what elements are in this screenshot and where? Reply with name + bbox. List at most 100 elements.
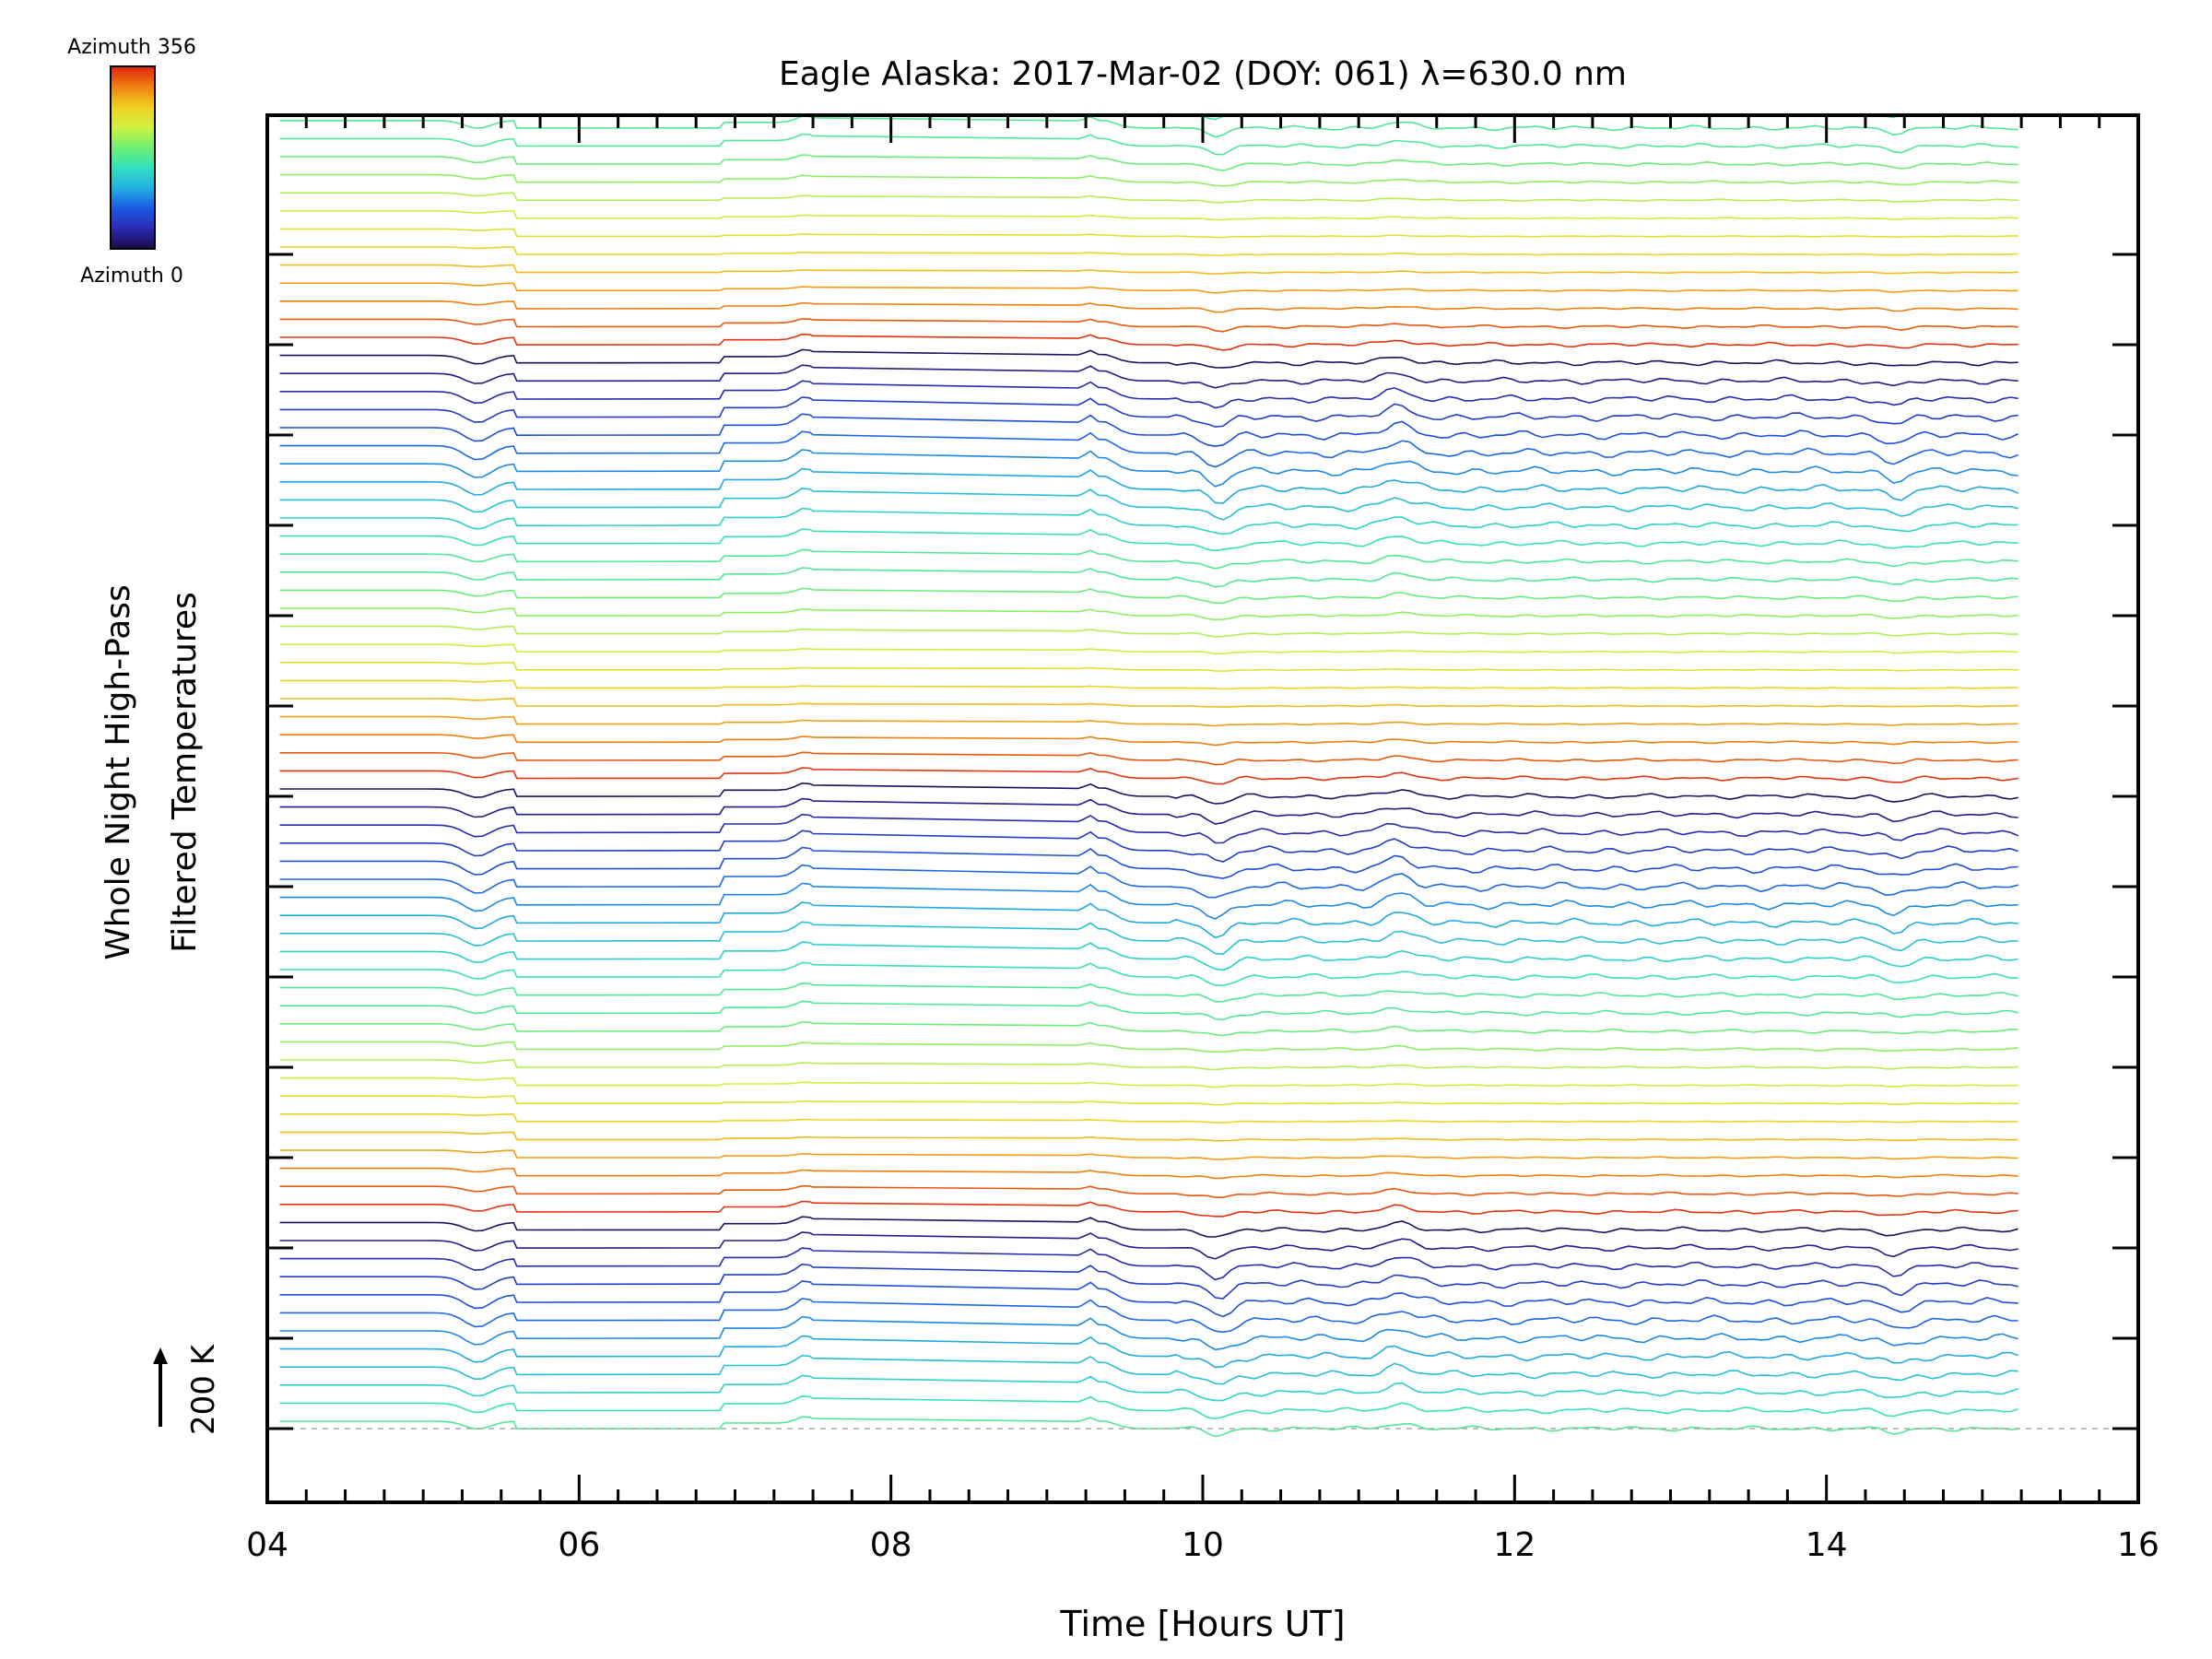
trace-line xyxy=(279,567,2018,588)
trace-line xyxy=(279,941,2018,971)
trace-line xyxy=(279,1335,2018,1369)
trace-line xyxy=(279,507,2018,535)
trace-line xyxy=(279,751,2018,766)
trace-line xyxy=(279,1354,2018,1385)
trace-line xyxy=(279,1112,2018,1124)
x-tick-label: 14 xyxy=(1806,1526,1848,1564)
trace-line xyxy=(279,1231,2018,1260)
trace-line xyxy=(279,246,2018,256)
trace-line xyxy=(279,228,2018,239)
trace-line xyxy=(279,1263,2018,1300)
chart-title: Eagle Alaska: 2017-Mar-02 (DOY: 061) λ=6… xyxy=(779,55,1627,93)
trace-line xyxy=(279,715,2018,727)
colorbar-bottom-label: Azimuth 0 xyxy=(80,265,183,288)
trace-line xyxy=(279,734,2018,747)
trace-line xyxy=(279,133,2018,156)
trace-line xyxy=(279,961,2018,986)
trace-line xyxy=(279,396,2018,428)
trace-line xyxy=(279,467,2019,504)
scale-bar-label: 200 K xyxy=(185,1343,222,1435)
plot-frame xyxy=(265,113,2140,1504)
trace-line xyxy=(279,1247,2018,1281)
colorbar-top-label: Azimuth 356 xyxy=(67,36,196,59)
trace-line xyxy=(279,1374,2018,1402)
trace-line xyxy=(279,782,2018,805)
trace-line xyxy=(279,830,2018,863)
trace-line xyxy=(279,318,2018,333)
trace-line xyxy=(279,1298,2018,1334)
traces xyxy=(279,0,2019,1438)
x-tick-label: 10 xyxy=(1182,1526,1224,1564)
trace-line xyxy=(279,282,2018,294)
trace-line xyxy=(279,982,2018,1003)
trace-line xyxy=(279,380,2018,409)
trace-line xyxy=(279,154,2018,171)
trace-line xyxy=(279,1184,2018,1199)
trace-line xyxy=(279,607,2018,621)
trace-line xyxy=(279,901,2018,939)
trace-line xyxy=(279,698,2018,708)
trace-line xyxy=(279,1077,2018,1088)
trace-line xyxy=(279,921,2018,956)
trace-line xyxy=(279,430,2018,468)
trace-line xyxy=(279,882,2018,920)
trace-line xyxy=(279,587,2018,605)
trace-line xyxy=(279,192,2018,204)
trace-line xyxy=(279,333,2018,351)
x-tick-label: 08 xyxy=(870,1526,912,1564)
trace-line xyxy=(279,767,2018,785)
trace-line xyxy=(279,846,2018,879)
x-tick-label: 16 xyxy=(2117,1526,2159,1564)
trace-line xyxy=(279,1041,2018,1053)
trace-line xyxy=(279,1416,2018,1438)
trace-line xyxy=(279,643,2018,655)
trace-line xyxy=(279,210,2018,221)
trace-line xyxy=(279,1280,2018,1318)
y-axis xyxy=(267,253,2138,1430)
trace-line xyxy=(279,813,2019,844)
trace-line xyxy=(279,1216,2018,1238)
trace-line xyxy=(279,1021,2018,1037)
trace-line xyxy=(279,679,2018,690)
trace-line xyxy=(279,1200,2018,1218)
trace-line xyxy=(279,1000,2018,1021)
trace-line xyxy=(279,1315,2018,1351)
x-axis-label: Time [Hours UT] xyxy=(1059,1604,1345,1644)
scale-bar: 200 K xyxy=(153,1343,222,1435)
trace-line xyxy=(279,548,2018,570)
trace-line xyxy=(279,1059,2018,1071)
colorbar-legend: Azimuth 356 Azimuth 0 xyxy=(67,36,196,288)
trace-line xyxy=(279,364,2018,389)
trace-line xyxy=(279,1149,2018,1160)
trace-line xyxy=(279,1167,2018,1180)
trace-line xyxy=(279,173,2018,187)
trace-line xyxy=(279,348,2018,369)
trace-line xyxy=(279,661,2018,673)
trace-line xyxy=(279,488,2018,521)
trace-line xyxy=(279,449,2018,488)
trace-line xyxy=(279,1394,2018,1420)
y-axis-label-line2: Filtered Temperatures xyxy=(166,592,204,953)
trace-line xyxy=(279,115,2018,138)
trace-line xyxy=(280,0,2018,29)
y-axis-label-line1: Whole Night High-Pass xyxy=(100,584,137,960)
x-axis: 04 06 08 10 12 14 16 xyxy=(246,115,2159,1564)
trace-line xyxy=(280,0,2018,13)
trace-line xyxy=(279,1095,2018,1106)
trace-line xyxy=(279,528,2018,552)
x-tick-label: 04 xyxy=(246,1526,288,1564)
y-axis-label: Whole Night High-Pass Filtered Temperatu… xyxy=(100,584,204,960)
trace-line xyxy=(279,264,2018,275)
colorbar xyxy=(110,65,156,250)
trace-line xyxy=(279,1131,2018,1142)
x-tick-label: 06 xyxy=(558,1526,600,1564)
trace-line xyxy=(279,864,2018,899)
trace-line xyxy=(280,17,2018,49)
scale-bar-arrowhead xyxy=(153,1347,168,1364)
trace-line xyxy=(279,300,2018,313)
trace-line xyxy=(279,625,2018,638)
x-tick-label: 12 xyxy=(1493,1526,1535,1564)
trace-line xyxy=(279,413,2019,448)
trace-line xyxy=(279,797,2018,825)
